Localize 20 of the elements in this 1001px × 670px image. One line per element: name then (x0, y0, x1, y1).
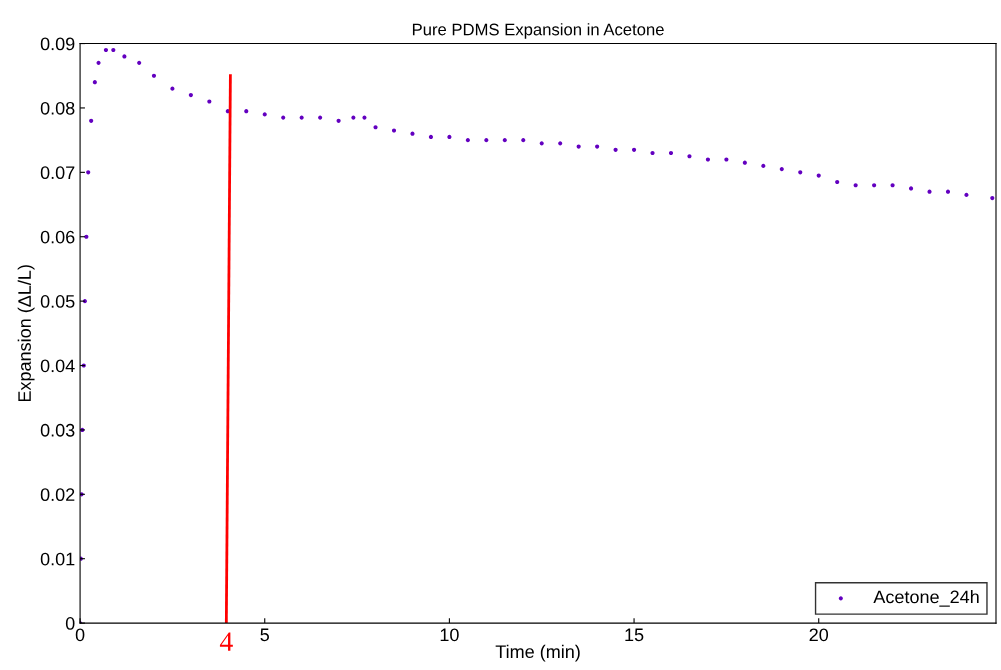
y-tick-label: 0.01 (40, 552, 75, 566)
x-tick-label: 10 (440, 628, 459, 642)
y-tick-label: 0.02 (40, 488, 75, 502)
x-axis-title: Time (min) (495, 644, 580, 662)
legend-label: Acetone_24h (873, 590, 979, 607)
y-tick-label: 0.06 (40, 230, 75, 244)
x-tick-label: 0 (75, 628, 85, 642)
chart-title: Pure PDMS Expansion in Acetone (412, 23, 664, 39)
y-tick-label: 0.04 (40, 359, 75, 373)
x-tick-label: 15 (625, 628, 644, 642)
x-tick-label: 5 (260, 628, 269, 642)
y-tick-label: 0.03 (40, 423, 75, 437)
y-tick-label: 0.07 (40, 166, 75, 180)
y-axis-title: Expansion (ΔL/L) (17, 265, 35, 402)
text: 4 (219, 632, 233, 651)
y-tick-label: 0.08 (40, 101, 75, 115)
y-tick-label: 0.05 (40, 295, 75, 308)
y-tick-label: 0.09 (40, 37, 75, 51)
x-tick-label: 20 (809, 628, 829, 642)
y-tick-label: 0 (65, 617, 75, 630)
